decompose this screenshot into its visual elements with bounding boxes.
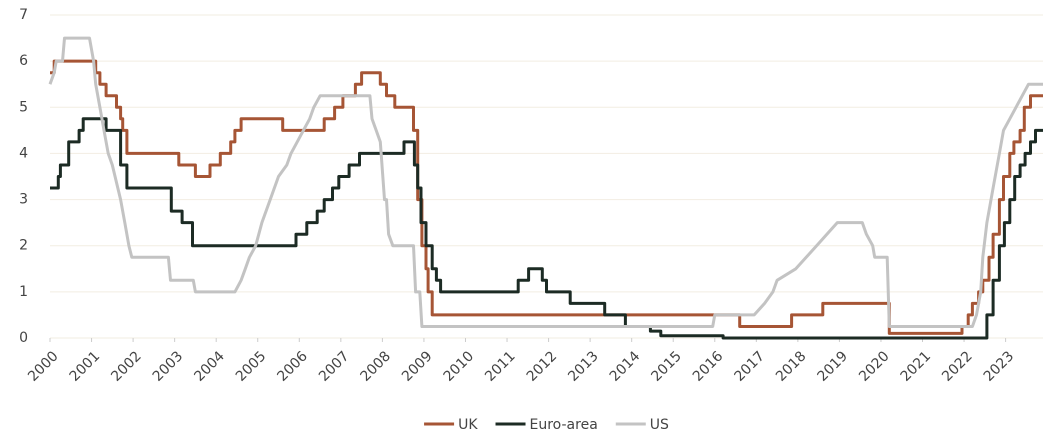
x-tick-label: 2006 xyxy=(274,348,311,385)
x-tick-label: 2021 xyxy=(898,348,935,385)
x-tick-label: 2012 xyxy=(524,348,561,385)
x-tick-label: 2008 xyxy=(358,348,395,385)
legend-label: US xyxy=(650,417,669,433)
legend-item: UK xyxy=(424,417,478,433)
x-tick-label: 2017 xyxy=(731,348,768,385)
x-tick-label: 2002 xyxy=(108,348,145,385)
x-tick-label: 2019 xyxy=(815,348,852,385)
x-tick-label: 2007 xyxy=(316,348,353,385)
x-tick-label: 2005 xyxy=(233,348,270,385)
x-tick-label: 2010 xyxy=(441,348,478,385)
y-tick-label: 2 xyxy=(19,238,28,254)
y-tick-label: 5 xyxy=(19,99,28,115)
x-tick-label: 2018 xyxy=(773,348,810,385)
x-tick-label: 2009 xyxy=(399,348,436,385)
x-tick-label: 2016 xyxy=(690,348,727,385)
series-line xyxy=(50,117,1043,340)
x-tick-label: 2014 xyxy=(607,348,644,385)
legend-item: Euro-area xyxy=(495,417,598,433)
x-tick-label: 2003 xyxy=(150,348,187,385)
x-tick-label: 2004 xyxy=(191,348,228,385)
series-line xyxy=(50,59,1043,335)
series-line xyxy=(48,36,1043,328)
x-tick-label: 2001 xyxy=(67,348,104,385)
y-tick-label: 6 xyxy=(19,53,28,69)
x-tick-label: 2015 xyxy=(648,348,685,385)
y-tick-label: 7 xyxy=(19,7,28,23)
legend-label: Euro-area xyxy=(530,417,598,433)
legend: UK Euro-area US xyxy=(424,417,669,433)
y-tick-label: 0 xyxy=(19,330,28,346)
y-tick-label: 4 xyxy=(19,145,28,161)
x-tick-label: 2000 xyxy=(25,348,62,385)
legend-item: US xyxy=(615,417,669,433)
legend-label: UK xyxy=(458,417,478,433)
x-tick-label: 2020 xyxy=(856,348,893,385)
y-tick-label: 1 xyxy=(19,284,28,300)
x-tick-label: 2023 xyxy=(981,348,1018,385)
y-tick-label: 3 xyxy=(19,192,28,208)
x-tick-label: 2011 xyxy=(482,348,519,385)
x-tick-label: 2013 xyxy=(565,348,602,385)
x-tick-label: 2022 xyxy=(939,348,976,385)
